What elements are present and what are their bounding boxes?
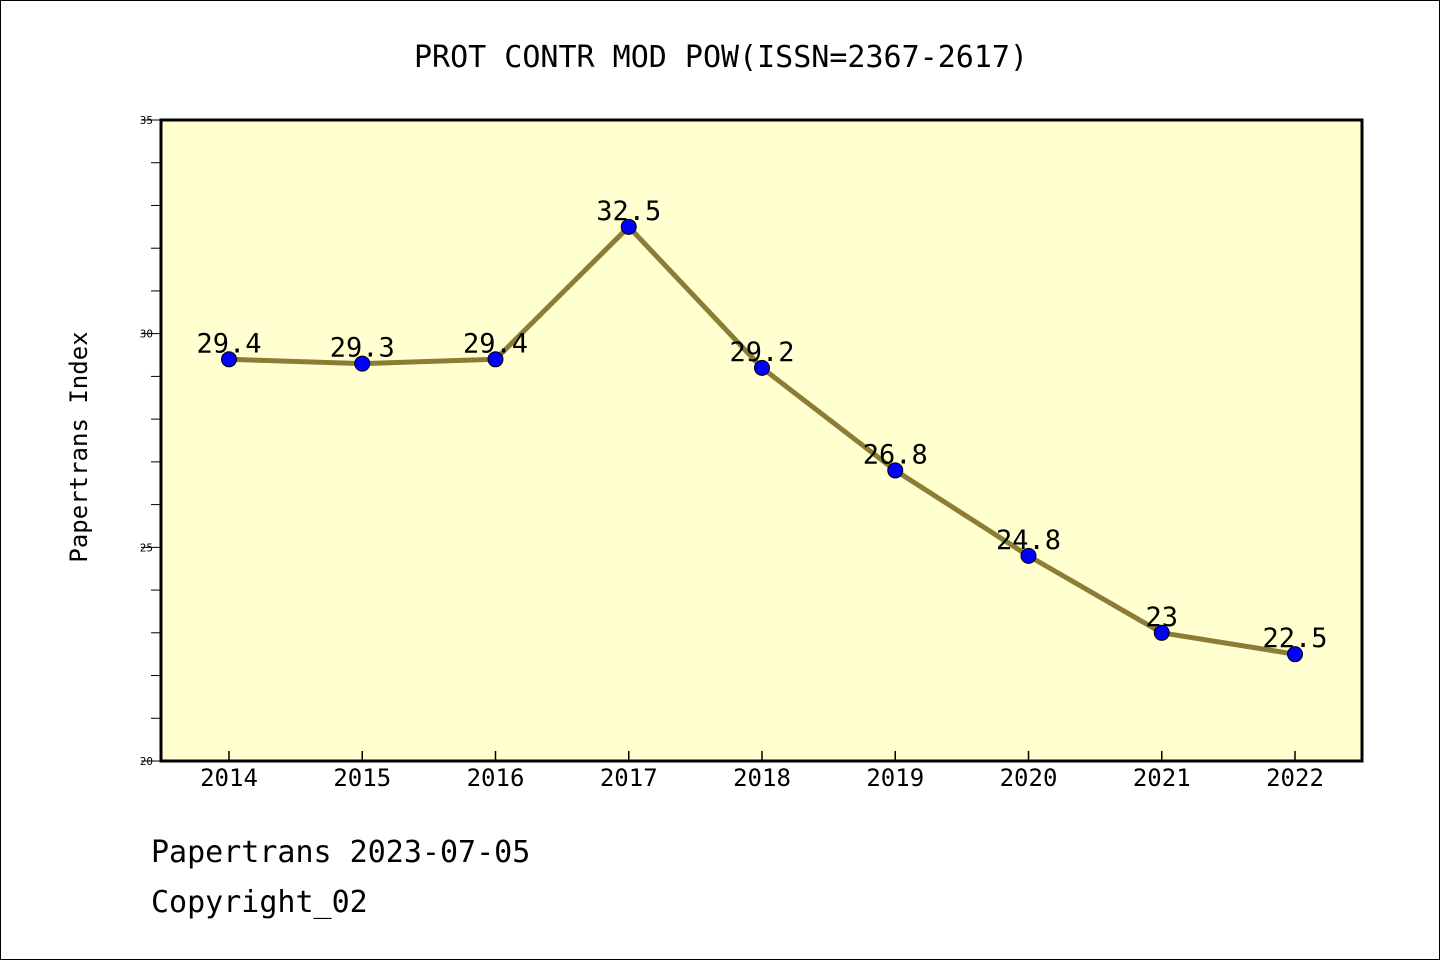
y-tick-label: 25 <box>140 541 153 554</box>
footer-copyright: Copyright_02 <box>151 885 368 920</box>
data-label: 29.2 <box>729 337 794 368</box>
data-point <box>221 351 237 368</box>
x-tick-label: 2020 <box>1000 764 1058 792</box>
data-label: 29.3 <box>330 333 395 364</box>
data-label: 29.4 <box>463 328 528 359</box>
data-labels: 29.4 29.3 29.4 32.5 29.2 26.8 24.8 23 22.5 <box>196 196 1327 654</box>
y-axis-minor-ticks <box>151 162 161 719</box>
data-point <box>354 355 371 372</box>
x-tick-label: 2015 <box>333 764 391 792</box>
x-tick-label: 2014 <box>200 764 258 792</box>
footer-date-line: Papertrans 2023-07-05 <box>151 835 531 870</box>
data-label: 32.5 <box>596 196 661 227</box>
data-label: 29.4 <box>196 328 261 359</box>
data-point <box>1020 547 1037 564</box>
x-tick-label: 2022 <box>1266 764 1324 792</box>
x-tick-label: 2016 <box>467 764 525 792</box>
data-points <box>221 218 1303 663</box>
y-axis-label: Papertrans Index <box>65 331 93 562</box>
data-label: 23 <box>1145 602 1178 633</box>
data-label: 26.8 <box>863 439 928 470</box>
x-tick-label: 2019 <box>866 764 924 792</box>
x-tick-label: 2018 <box>733 764 791 792</box>
y-tick-label: 20 <box>140 755 153 768</box>
data-point <box>887 462 904 479</box>
data-point <box>754 359 770 376</box>
y-tick-label: 30 <box>140 328 153 341</box>
x-axis-ticks: 2014 2015 2016 2017 2018 2019 2020 2021 2022 <box>200 751 1324 792</box>
x-tick-label: 2017 <box>600 764 658 792</box>
data-point <box>1287 646 1303 663</box>
chart-title: PROT CONTR MOD POW(ISSN=2367-2617) <box>414 40 1028 75</box>
x-tick-label: 2021 <box>1133 764 1191 792</box>
data-label: 22.5 <box>1262 623 1327 654</box>
data-point <box>487 351 504 368</box>
data-point <box>1153 624 1170 641</box>
y-tick-label: 35 <box>140 114 153 127</box>
data-point <box>620 218 637 235</box>
y-axis-ticks: 20 25 30 35 <box>140 114 161 768</box>
plot-area <box>159 118 1364 763</box>
data-label: 24.8 <box>996 525 1061 556</box>
